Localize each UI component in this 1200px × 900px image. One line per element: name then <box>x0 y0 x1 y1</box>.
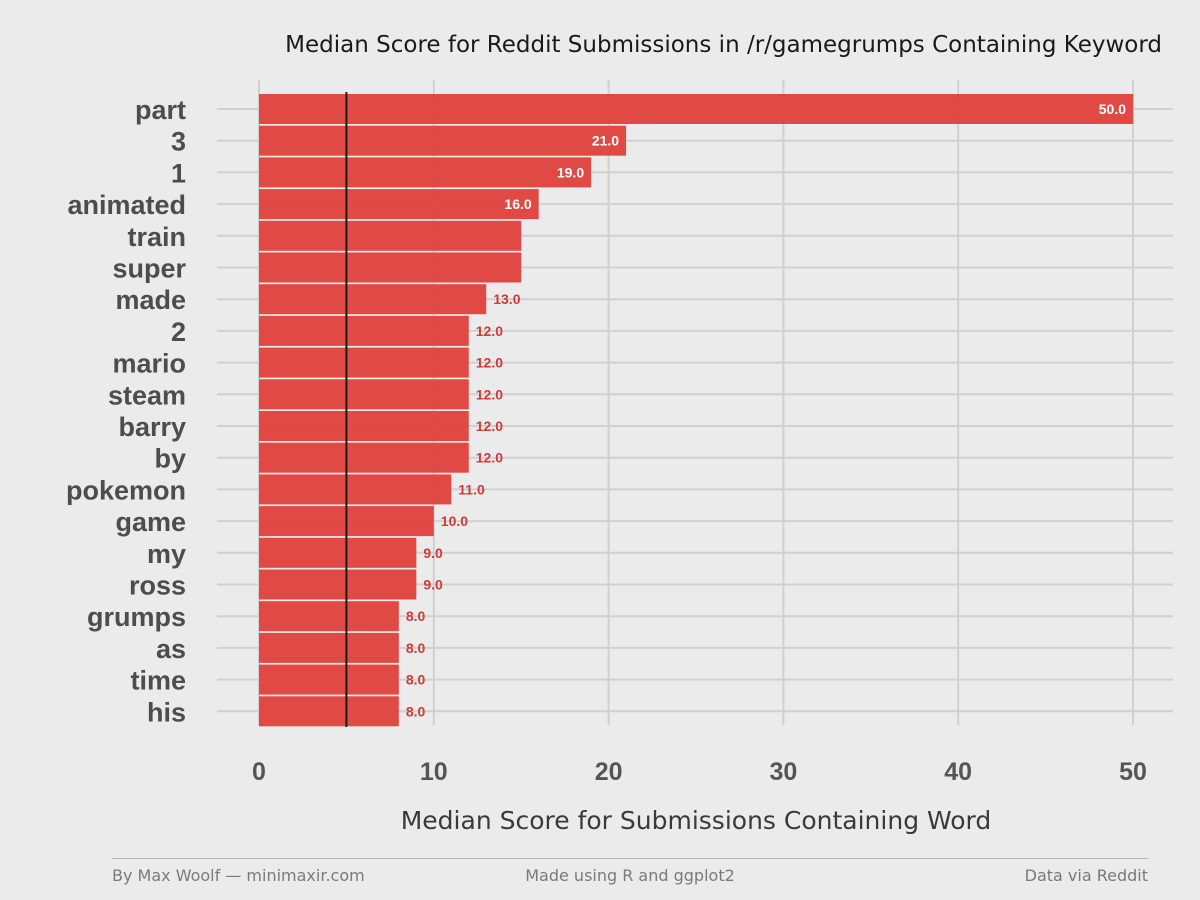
bar <box>259 220 522 251</box>
bar-chart: Median Score for Reddit Submissions in /… <box>66 32 1173 835</box>
category-label: pokemon <box>66 475 186 505</box>
category-label: his <box>147 697 186 727</box>
x-tick-label: 10 <box>420 758 448 786</box>
x-tick-label: 40 <box>944 758 972 786</box>
category-label: time <box>130 666 186 696</box>
x-tick-labels: 0 10 20 30 40 50 <box>252 758 1147 786</box>
data-label: 9.0 <box>423 577 443 593</box>
category-label: 2 <box>171 317 186 347</box>
data-label: 8.0 <box>406 672 426 688</box>
bars: 50.0 21.0 19.0 16.0 13.0 12.0 12.0 12.0 12.0 12.0… <box>259 94 1133 727</box>
category-label: part <box>135 95 186 125</box>
data-label: 16.0 <box>504 196 531 212</box>
data-label: 10.0 <box>441 513 468 529</box>
bar <box>259 157 592 188</box>
data-label: 21.0 <box>592 133 619 149</box>
category-label: grumps <box>87 602 186 632</box>
category-label: made <box>115 285 186 315</box>
category-label: animated <box>67 190 186 220</box>
bar <box>259 189 539 220</box>
data-label: 9.0 <box>423 545 443 561</box>
footer: By Max Woolf — minimaxir.com Made using … <box>112 858 1148 885</box>
category-label: as <box>156 634 186 664</box>
category-label: 1 <box>171 158 186 188</box>
chart-title: Median Score for Reddit Submissions in /… <box>285 32 1162 58</box>
bar <box>259 379 469 410</box>
data-label: 11.0 <box>458 481 485 497</box>
data-label: 50.0 <box>1099 101 1126 117</box>
data-label: 13.0 <box>493 291 520 307</box>
bar <box>259 252 522 283</box>
x-tick-label: 0 <box>252 758 266 786</box>
data-label: 8.0 <box>406 608 426 624</box>
category-label: my <box>147 539 186 569</box>
data-label: 12.0 <box>476 386 503 402</box>
category-label: train <box>127 222 186 252</box>
data-label: 12.0 <box>476 450 503 466</box>
data-label: 8.0 <box>406 640 426 656</box>
bar <box>259 94 1133 124</box>
x-tick-label: 30 <box>769 758 797 786</box>
category-label: mario <box>112 349 186 379</box>
category-label: by <box>154 444 186 474</box>
x-axis-label: Median Score for Submissions Containing … <box>401 806 992 835</box>
bar <box>259 696 399 727</box>
category-label: steam <box>108 380 186 410</box>
footer-tool: Made using R and ggplot2 <box>525 866 735 885</box>
footer-source: Data via Reddit <box>1024 866 1148 885</box>
bar <box>259 442 469 473</box>
x-tick-label: 20 <box>595 758 623 786</box>
footer-credit: By Max Woolf — minimaxir.com <box>112 866 365 885</box>
bar <box>259 569 417 600</box>
bar <box>259 284 487 315</box>
x-tick-label: 50 <box>1119 758 1147 786</box>
category-label: barry <box>118 412 186 442</box>
bar <box>259 411 469 441</box>
bar <box>259 537 417 568</box>
bar <box>259 632 399 663</box>
bar <box>259 347 469 378</box>
bar <box>259 315 469 346</box>
data-label: 12.0 <box>476 323 503 339</box>
data-label: 12.0 <box>476 418 503 434</box>
data-label: 12.0 <box>476 355 503 371</box>
data-label: 8.0 <box>406 703 426 719</box>
bar <box>259 474 452 505</box>
category-label: super <box>112 254 186 284</box>
category-label: 3 <box>171 127 186 157</box>
bar <box>259 125 627 156</box>
bar <box>259 664 399 695</box>
category-labels: part31animatedtrainsupermade2mariosteamb… <box>66 95 187 727</box>
category-label: ross <box>129 571 186 601</box>
data-label: 19.0 <box>557 164 584 180</box>
bar <box>259 601 399 632</box>
category-label: game <box>115 507 186 537</box>
